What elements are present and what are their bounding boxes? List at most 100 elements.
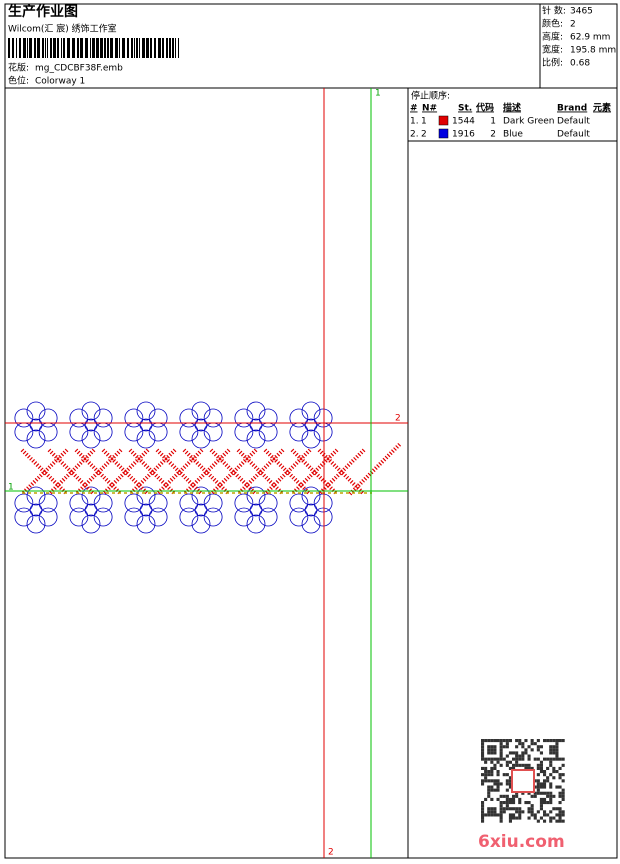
qr-cell — [549, 760, 553, 764]
bar — [100, 38, 103, 58]
petal — [14, 507, 34, 527]
qr-cell — [484, 766, 488, 770]
bar — [67, 38, 70, 58]
petal — [234, 493, 254, 513]
qr-cell — [487, 807, 491, 811]
qr-cell — [490, 745, 494, 749]
qr-cell — [481, 748, 485, 752]
qr-cell — [539, 791, 543, 795]
petal — [258, 493, 278, 513]
qr-cell — [539, 766, 543, 770]
bar — [34, 38, 36, 58]
qr-cell — [493, 739, 497, 743]
qr-cell — [539, 760, 543, 764]
qr-cell — [536, 779, 540, 783]
qr-cell — [539, 807, 543, 811]
petal — [136, 429, 156, 449]
qr-cell — [546, 776, 550, 780]
qr-cell — [515, 745, 519, 749]
info-label: 高度: — [542, 31, 563, 43]
qr-cell — [490, 748, 494, 752]
qr-cell — [515, 739, 519, 743]
qr-cell — [549, 810, 553, 814]
qr-cell — [561, 779, 565, 783]
qr-cell — [558, 791, 562, 795]
qr-cell — [539, 804, 543, 808]
qr-cell — [555, 742, 559, 746]
qr-cell — [518, 813, 522, 817]
qr-cell — [490, 813, 494, 817]
bar — [127, 38, 129, 58]
petal — [246, 486, 266, 506]
petal — [148, 507, 168, 527]
flower-center — [29, 503, 43, 517]
qr-cell — [530, 742, 534, 746]
qr-cell — [508, 739, 512, 743]
qr-cell — [549, 782, 553, 786]
petal — [246, 514, 266, 534]
bar — [169, 38, 171, 58]
qr-cell — [512, 757, 516, 761]
qr-cell — [549, 816, 553, 820]
qr-cell — [493, 782, 497, 786]
bar — [162, 38, 164, 58]
qr-cell — [487, 739, 491, 743]
qr-cell — [481, 745, 485, 749]
qr-cell — [487, 748, 491, 752]
qr-cell — [521, 742, 525, 746]
qr-cell — [493, 807, 497, 811]
qr-cell — [512, 751, 516, 755]
petal — [246, 429, 266, 449]
qr-cell — [539, 801, 543, 805]
qr-cell — [539, 770, 543, 774]
qr-cell — [543, 773, 547, 777]
qr-cell — [496, 785, 500, 789]
qr-cell — [552, 757, 556, 761]
qr-cell — [530, 748, 534, 752]
qr-cell — [490, 788, 494, 792]
qr-cell — [496, 782, 500, 786]
bar — [172, 38, 174, 58]
row-n: 2 — [421, 130, 427, 140]
qr-cell — [536, 782, 540, 786]
qr-cell — [505, 782, 509, 786]
row-n: 1 — [421, 117, 427, 127]
info-label: 比例: — [542, 57, 563, 69]
flower-center — [194, 418, 208, 432]
qr-cell — [527, 766, 531, 770]
qr-cell — [487, 813, 491, 817]
qr-cell — [558, 807, 562, 811]
qr-cell — [499, 748, 503, 752]
qr-cell — [493, 766, 497, 770]
qr-cell — [493, 748, 497, 752]
qr-cell — [487, 794, 491, 798]
petal — [191, 486, 211, 506]
qr-cell — [561, 791, 565, 795]
qr-cell — [561, 739, 565, 743]
petal — [136, 401, 156, 421]
qr-cell — [512, 794, 516, 798]
qr-cell — [496, 813, 500, 817]
stop-title: 停止顺序: — [411, 90, 450, 102]
qr-cell — [543, 785, 547, 789]
qr-cell — [524, 766, 528, 770]
petal — [148, 408, 168, 428]
qr-cell — [518, 739, 522, 743]
qr-cell — [493, 751, 497, 755]
qr-cell — [484, 770, 488, 774]
bar — [104, 38, 106, 58]
flower-center — [29, 418, 43, 432]
qr-cell — [555, 754, 559, 758]
info-value: 2 — [570, 20, 576, 30]
flower-center — [139, 418, 153, 432]
qr-cell — [539, 816, 543, 820]
qr-cell — [512, 816, 516, 820]
qr-cell — [505, 754, 509, 758]
guide-label: 1 — [375, 89, 381, 99]
qr-cell — [487, 745, 491, 749]
qr-cell — [505, 804, 509, 808]
qr-cell — [508, 785, 512, 789]
petal — [26, 401, 46, 421]
bar — [45, 38, 46, 58]
